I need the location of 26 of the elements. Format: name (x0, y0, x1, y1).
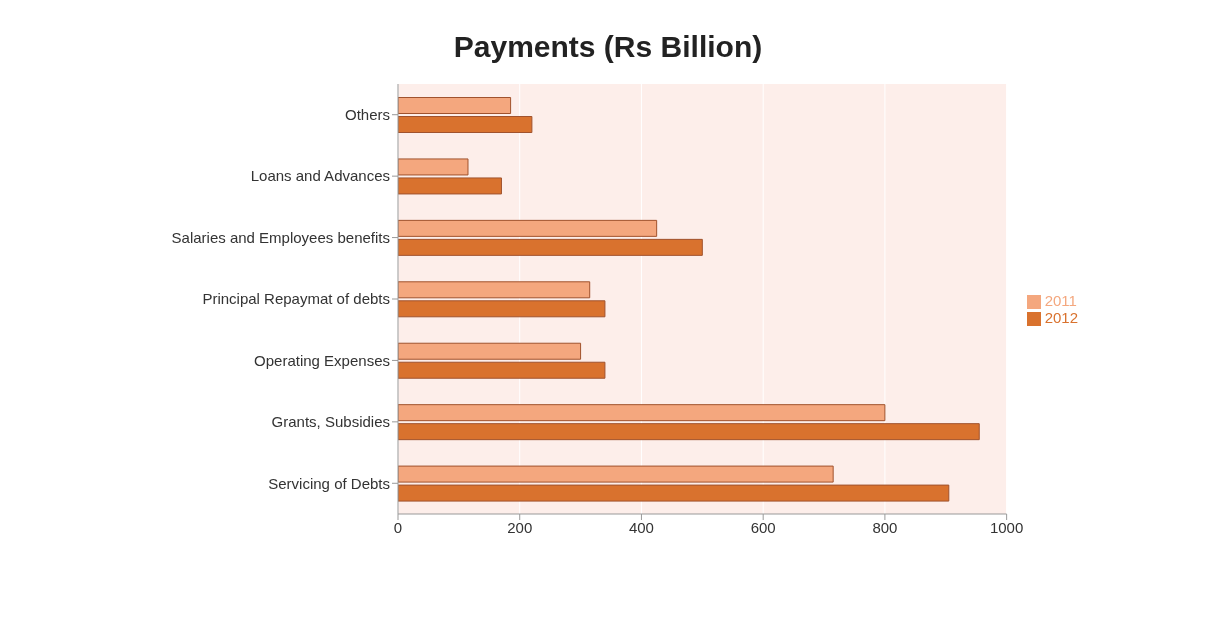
bar (398, 423, 980, 441)
x-tick-label: 1000 (989, 518, 1024, 536)
y-tick-label: Servicing of Debts (268, 474, 390, 492)
x-tick-label: 600 (750, 518, 776, 536)
y-tick-label: Principal Repaymat of debts (202, 290, 390, 308)
x-tick-label: 400 (628, 518, 654, 536)
bar (398, 219, 658, 237)
x-tick-label: 0 (393, 518, 403, 536)
y-tick-label: Others (344, 106, 390, 124)
x-tick-label: 200 (507, 518, 533, 536)
y-tick-label: Operating Expenses (254, 351, 390, 369)
bar (398, 116, 533, 134)
legend-label: 2012 (1044, 309, 1078, 326)
bar (398, 281, 591, 299)
bar (398, 361, 606, 379)
legend-label: 2011 (1044, 291, 1077, 309)
y-tick-label: Salaries and Employees benefits (171, 228, 390, 246)
y-tick-label: Loans and Advances (250, 167, 390, 185)
bar (398, 238, 703, 256)
chart-title: Payments (Rs Billion) (452, 30, 764, 64)
y-tick-label: Grants, Subsidies (271, 413, 390, 431)
x-tick-label: 800 (872, 518, 898, 536)
bar (398, 300, 606, 318)
bar (398, 342, 582, 360)
bar (398, 97, 512, 115)
bar (398, 404, 886, 422)
